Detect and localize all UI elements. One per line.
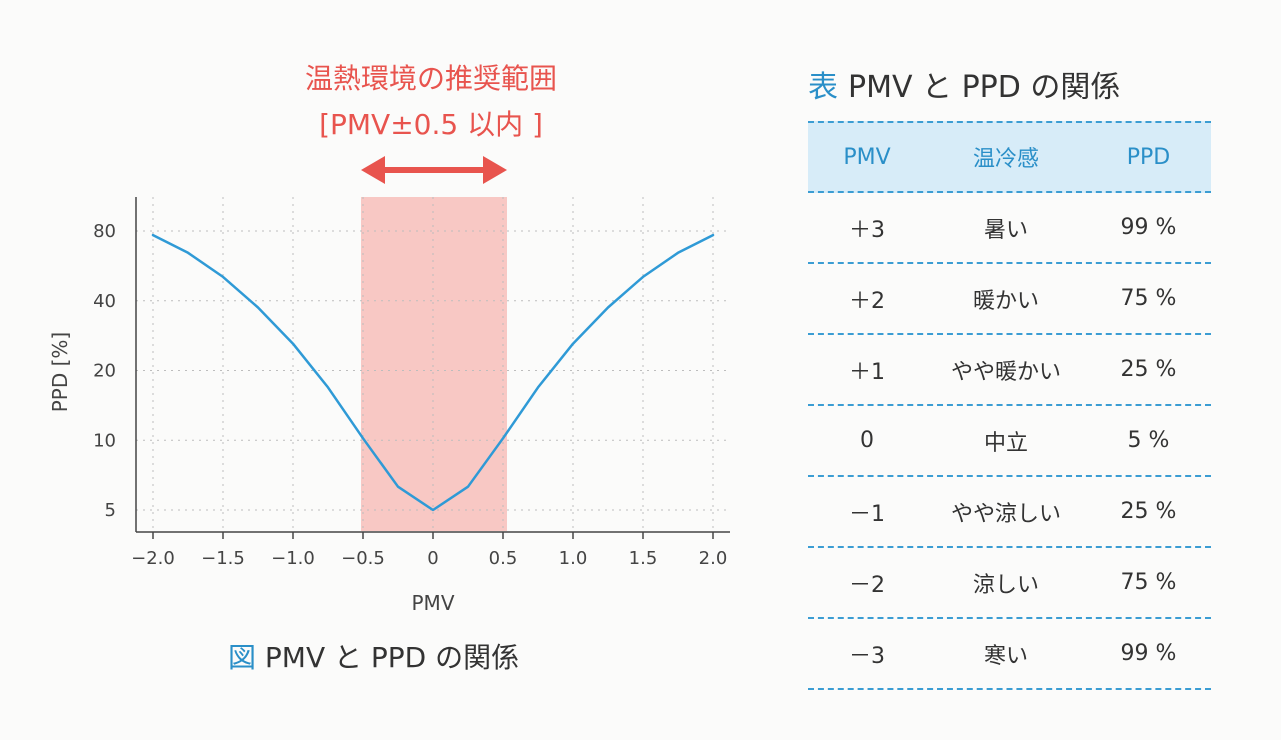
y-tick-label: 80	[93, 221, 116, 242]
cell-sensation: 暖かい	[972, 288, 1039, 314]
cell-pmv: ＋3	[849, 217, 885, 243]
cell-ppd: 75 %	[1120, 286, 1177, 311]
chart-caption-text: PMV と PPD の関係	[265, 641, 519, 674]
x-axis-title: PMV	[412, 591, 455, 615]
table-header: PMV 温冷感 PPD	[808, 121, 1211, 193]
table-row: 0 中立 5 %	[808, 406, 1211, 477]
cell-pmv: －1	[849, 501, 885, 527]
cell-pmv: ＋2	[849, 288, 885, 314]
pmv-ppd-chart: −2.0 −1.5 −1.0 −0.5 0 0.5 1.0 1.5 2.0 80 40 20 10 5 PM…	[48, 62, 730, 674]
table-row: －1 やや涼しい 25 %	[808, 477, 1211, 548]
y-axis-title: PPD [%]	[48, 332, 72, 413]
x-tick-label: −1.5	[201, 548, 245, 569]
range-arrow-left-head	[361, 156, 385, 184]
cell-pmv: －2	[849, 572, 885, 598]
table-title-prefix: 表	[808, 70, 838, 105]
annotation-line2: [PMV±0.5 以内 ]	[319, 108, 543, 141]
cell-ppd: 99 %	[1120, 215, 1177, 240]
header-pmv: PMV	[843, 144, 891, 170]
range-arrow-right-head	[483, 156, 507, 184]
cell-ppd: 75 %	[1120, 570, 1177, 595]
cell-sensation: やや暖かい	[950, 359, 1061, 385]
cell-sensation: 寒い	[983, 643, 1028, 669]
cell-sensation: 中立	[983, 430, 1028, 456]
table-row: ＋2 暖かい 75 %	[808, 264, 1211, 335]
header-ppd: PPD	[1126, 144, 1171, 170]
x-tick-label: −0.5	[341, 548, 385, 569]
x-tick-label: 0	[427, 548, 438, 569]
x-tick-label: 1.5	[629, 548, 658, 569]
ppd-series-line	[151, 233, 715, 512]
cell-pmv: 0	[860, 428, 874, 453]
x-tick-label: 1.0	[559, 548, 588, 569]
table-row: ＋3 暑い 99 %	[808, 193, 1211, 264]
cell-sensation: やや涼しい	[950, 501, 1061, 527]
table-title: 表 PMV と PPD の関係	[808, 62, 1120, 106]
x-tick-label: −1.0	[271, 548, 315, 569]
x-tick-label: 2.0	[699, 548, 728, 569]
x-tick-label: −2.0	[131, 548, 175, 569]
chart-caption: 図 PMV と PPD の関係	[228, 641, 519, 674]
annotation-line1: 温熱環境の推奨範囲	[305, 62, 557, 95]
cell-ppd: 25 %	[1120, 499, 1177, 524]
chart-caption-prefix: 図	[228, 641, 265, 674]
cell-ppd: 99 %	[1120, 641, 1177, 666]
table-row: －2 涼しい 75 %	[808, 548, 1211, 619]
cell-pmv: －3	[849, 643, 885, 669]
pmv-ppd-table: PMV 温冷感 PPD ＋3 暑い 99 % ＋2 暖かい 75 % ＋1 やや…	[808, 121, 1211, 690]
x-tick-label: 0.5	[489, 548, 518, 569]
table-title-text: PMV と PPD の関係	[848, 70, 1121, 105]
y-tick-label: 20	[93, 361, 116, 382]
y-tick-label: 10	[93, 430, 116, 451]
cell-ppd: 25 %	[1120, 357, 1177, 382]
y-tick-label: 5	[105, 500, 116, 521]
cell-sensation: 涼しい	[972, 572, 1039, 598]
y-tick-label: 40	[93, 291, 116, 312]
cell-sensation: 暑い	[983, 217, 1028, 243]
cell-ppd: 5 %	[1127, 428, 1170, 453]
table-row: ＋1 やや暖かい 25 %	[808, 335, 1211, 406]
header-sensation: 温冷感	[972, 147, 1039, 172]
recommended-range-band	[361, 197, 507, 531]
cell-pmv: ＋1	[849, 359, 885, 385]
table-row: －3 寒い 99 %	[808, 619, 1211, 690]
